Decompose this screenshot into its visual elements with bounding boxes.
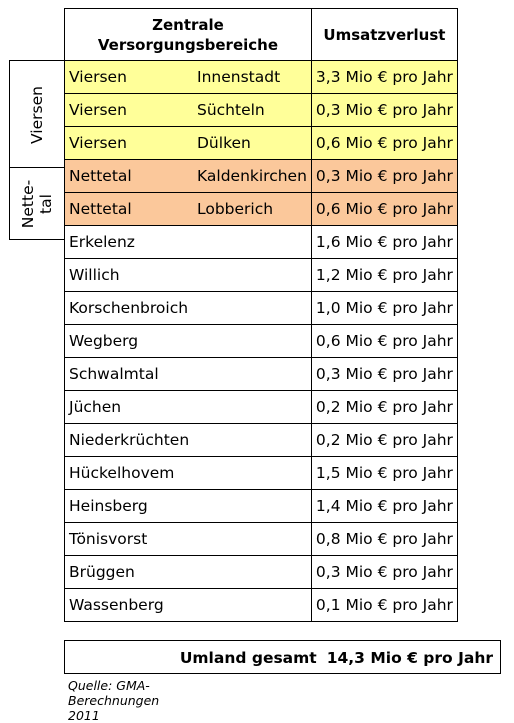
group-label-nettetal: Nette-tal [9, 167, 65, 240]
area-cell: Wassenberg [64, 588, 312, 622]
header-area-line2: Versorgungsbereiche [97, 35, 279, 54]
loss-cell: 0,8 Mio € pro Jahr [310, 522, 458, 556]
district: Lobberich [197, 200, 274, 218]
loss-cell: 0,6 Mio € pro Jahr [310, 324, 458, 358]
group-label-viersen-text: Viersen [28, 85, 46, 144]
loss-cell: 0,3 Mio € pro Jahr [310, 93, 458, 127]
loss-cell: 3,3 Mio € pro Jahr [310, 60, 458, 94]
table-row: Brüggen 0,3 Mio € pro Jahr [64, 555, 458, 589]
district: Dülken [197, 134, 251, 152]
table-row: Erkelenz 1,6 Mio € pro Jahr [64, 225, 458, 259]
area-cell: Wegberg [64, 324, 312, 358]
header-area: Zentrale Versorgungsbereiche [64, 8, 312, 61]
group-label-nettetal-text: Nette-tal [19, 179, 55, 227]
loss-cell: 0,3 Mio € pro Jahr [310, 357, 458, 391]
table-row: Viersen Innenstadt 3,3 Mio € pro Jahr [64, 60, 458, 94]
table-row: Nettetal Kaldenkirchen 0,3 Mio € pro Jahr [64, 159, 458, 193]
city: Viersen [69, 68, 127, 86]
loss-cell: 0,2 Mio € pro Jahr [310, 423, 458, 457]
table-row: Jüchen 0,2 Mio € pro Jahr [64, 390, 458, 424]
loss-cell: 1,6 Mio € pro Jahr [310, 225, 458, 259]
table-row: Hückelhovem 1,5 Mio € pro Jahr [64, 456, 458, 490]
district: Kaldenkirchen [197, 167, 307, 185]
nettetal-line2: tal [37, 193, 55, 214]
area-cell: Schwalmtal [64, 357, 312, 391]
loss-cell: 1,0 Mio € pro Jahr [310, 291, 458, 325]
header-loss: Umsatzverlust [310, 8, 458, 61]
loss-cell: 0,6 Mio € pro Jahr [310, 192, 458, 226]
table-row: Korschenbroich 1,0 Mio € pro Jahr [64, 291, 458, 325]
table-row: Viersen Süchteln 0,3 Mio € pro Jahr [64, 93, 458, 127]
table-row: Heinsberg 1,4 Mio € pro Jahr [64, 489, 458, 523]
loss-cell: 1,2 Mio € pro Jahr [310, 258, 458, 292]
city: Viersen [69, 101, 127, 119]
loss-cell: 0,3 Mio € pro Jahr [310, 555, 458, 589]
loss-cell: 0,2 Mio € pro Jahr [310, 390, 458, 424]
table-row: Willich 1,2 Mio € pro Jahr [64, 258, 458, 292]
table-row: Viersen Dülken 0,6 Mio € pro Jahr [64, 126, 458, 160]
loss-cell: 0,3 Mio € pro Jahr [310, 159, 458, 193]
area-cell: Korschenbroich [64, 291, 312, 325]
district: Innenstadt [197, 68, 281, 86]
total-value: 14,3 Mio € pro Jahr [326, 649, 493, 667]
total-row: Umland gesamt 14,3 Mio € pro Jahr [64, 640, 501, 674]
area-cell: Viersen Süchteln [64, 93, 312, 127]
table-header-row: Zentrale Versorgungsbereiche Umsatzverlu… [64, 8, 458, 61]
district: Süchteln [197, 101, 265, 119]
loss-cell: 0,1 Mio € pro Jahr [310, 588, 458, 622]
area-cell: Hückelhovem [64, 456, 312, 490]
loss-cell: 0,6 Mio € pro Jahr [310, 126, 458, 160]
table-row: Wassenberg 0,1 Mio € pro Jahr [64, 588, 458, 622]
loss-table: Zentrale Versorgungsbereiche Umsatzverlu… [64, 8, 458, 622]
area-cell: Willich [64, 258, 312, 292]
area-cell: Viersen Dülken [64, 126, 312, 160]
area-cell: Tönisvorst [64, 522, 312, 556]
table-row: Wegberg 0,6 Mio € pro Jahr [64, 324, 458, 358]
total-label: Umland gesamt [179, 649, 317, 667]
loss-cell: 1,5 Mio € pro Jahr [310, 456, 458, 490]
area-cell: Niederkrüchten [64, 423, 312, 457]
nettetal-line1: Nette- [19, 179, 37, 228]
table-row: Niederkrüchten 0,2 Mio € pro Jahr [64, 423, 458, 457]
group-label-viersen: Viersen [9, 60, 65, 169]
table-row: Schwalmtal 0,3 Mio € pro Jahr [64, 357, 458, 391]
area-cell: Viersen Innenstadt [64, 60, 312, 94]
area-cell: Brüggen [64, 555, 312, 589]
header-area-line1: Zentrale [152, 15, 224, 34]
area-cell: Nettetal Lobberich [64, 192, 312, 226]
area-cell: Erkelenz [64, 225, 312, 259]
loss-cell: 1,4 Mio € pro Jahr [310, 489, 458, 523]
table-row: Tönisvorst 0,8 Mio € pro Jahr [64, 522, 458, 556]
source-note: Quelle: GMA-Berechnungen 2011 [68, 678, 160, 723]
city: Nettetal [69, 167, 132, 185]
area-cell: Heinsberg [64, 489, 312, 523]
area-cell: Jüchen [64, 390, 312, 424]
table-row: Nettetal Lobberich 0,6 Mio € pro Jahr [64, 192, 458, 226]
city: Nettetal [69, 200, 132, 218]
city: Viersen [69, 134, 127, 152]
area-cell: Nettetal Kaldenkirchen [64, 159, 312, 193]
